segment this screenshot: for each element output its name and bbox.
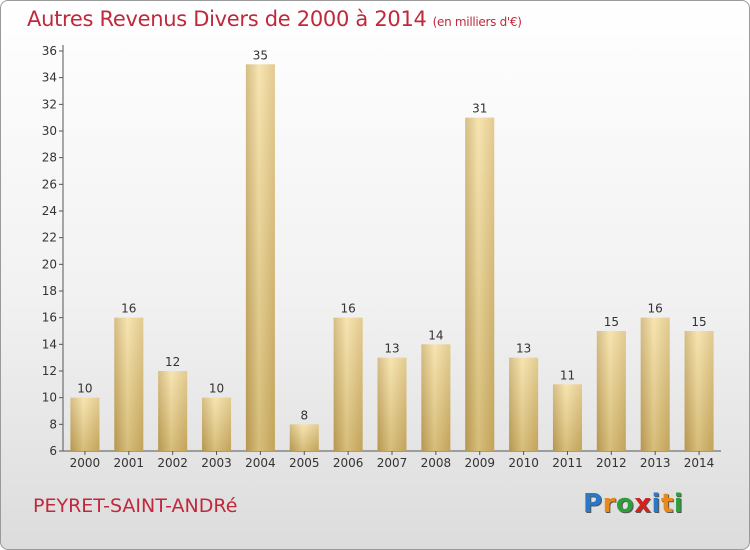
logo-letter: t — [660, 489, 674, 519]
data-label: 16 — [340, 302, 355, 316]
y-tick-label: 8 — [49, 417, 57, 431]
y-tick-label: 16 — [42, 311, 57, 325]
data-label: 35 — [253, 48, 268, 62]
bar-shade — [158, 371, 188, 451]
x-tick-label: 2001 — [114, 456, 145, 470]
x-tick-label: 2013 — [640, 456, 671, 470]
data-label: 8 — [300, 408, 308, 422]
bar-shade — [640, 317, 670, 451]
x-tick-label: 2011 — [552, 456, 583, 470]
proxiti-logo: Proxiti — [583, 489, 683, 519]
logo-letter: r — [602, 489, 616, 519]
y-tick-label: 6 — [49, 444, 57, 458]
data-label: 10 — [209, 382, 224, 396]
data-label: 15 — [604, 315, 619, 329]
data-label: 13 — [384, 342, 399, 356]
bar-shade — [70, 397, 100, 451]
x-tick-label: 2005 — [289, 456, 320, 470]
y-tick-label: 36 — [42, 44, 57, 58]
bar-shade — [596, 331, 626, 451]
x-tick-label: 2002 — [157, 456, 188, 470]
data-label: 10 — [77, 382, 92, 396]
bar-shade — [465, 117, 495, 452]
y-tick-label: 28 — [42, 151, 57, 165]
x-tick-label: 2008 — [421, 456, 452, 470]
chart-title: Autres Revenus Divers de 2000 à 2014 (en … — [27, 7, 522, 31]
x-tick-label: 2009 — [464, 456, 495, 470]
y-tick-label: 18 — [42, 284, 57, 298]
y-tick-label: 34 — [42, 71, 57, 85]
y-tick-label: 24 — [42, 204, 57, 218]
x-tick-label: 2014 — [684, 456, 715, 470]
x-tick-label: 2007 — [377, 456, 408, 470]
logo-letter: i — [651, 489, 661, 519]
bar-shade — [377, 357, 407, 451]
x-tick-label: 2012 — [596, 456, 627, 470]
chart-subtitle: (en milliers d'€) — [432, 15, 522, 29]
data-label: 16 — [648, 302, 663, 316]
bar-shade — [245, 64, 275, 452]
x-tick-label: 2006 — [333, 456, 364, 470]
logo-letter: i — [673, 489, 684, 519]
y-tick-label: 20 — [42, 257, 57, 271]
data-label: 14 — [428, 328, 443, 342]
x-tick-label: 2003 — [201, 456, 232, 470]
data-label: 16 — [121, 302, 136, 316]
bar-shade — [289, 424, 319, 451]
chart-data-labels: 10 16 12 10 35 8 16 13 14 31 13 11 15 16 15 — [77, 48, 706, 422]
bar-shade — [552, 384, 582, 451]
location-name: PEYRET-SAINT-ANDRé — [33, 495, 238, 517]
chart-title-text: Autres Revenus Divers de 2000 à 2014 — [27, 7, 427, 31]
logo-letter: x — [634, 489, 652, 519]
chart-axes: 6 8 10 12 14 16 18 20 22 24 26 28 30 32 34 36 2000 2001 20… — [42, 44, 721, 470]
bar-shade — [114, 317, 144, 451]
y-tick-label: 30 — [42, 124, 57, 138]
y-tick-label: 32 — [42, 97, 57, 111]
data-label: 11 — [560, 368, 575, 382]
bar-shade — [202, 397, 232, 451]
chart-bars — [70, 64, 714, 452]
data-label: 15 — [691, 315, 706, 329]
y-tick-label: 12 — [42, 364, 57, 378]
bar-shade — [333, 317, 363, 451]
data-label: 13 — [516, 342, 531, 356]
data-label: 12 — [165, 355, 180, 369]
x-tick-label: 2000 — [70, 456, 101, 470]
logo-letter: o — [615, 489, 635, 519]
data-label: 31 — [472, 102, 487, 116]
x-tick-label: 2004 — [245, 456, 276, 470]
y-tick-label: 14 — [42, 337, 57, 351]
bar-shade — [421, 344, 451, 451]
y-tick-label: 26 — [42, 177, 57, 191]
y-tick-label: 10 — [42, 391, 57, 405]
logo-letter: P — [583, 489, 603, 519]
bar-shade — [509, 357, 539, 451]
y-tick-label: 22 — [42, 231, 57, 245]
x-tick-label: 2010 — [508, 456, 539, 470]
bar-shade — [684, 331, 714, 451]
